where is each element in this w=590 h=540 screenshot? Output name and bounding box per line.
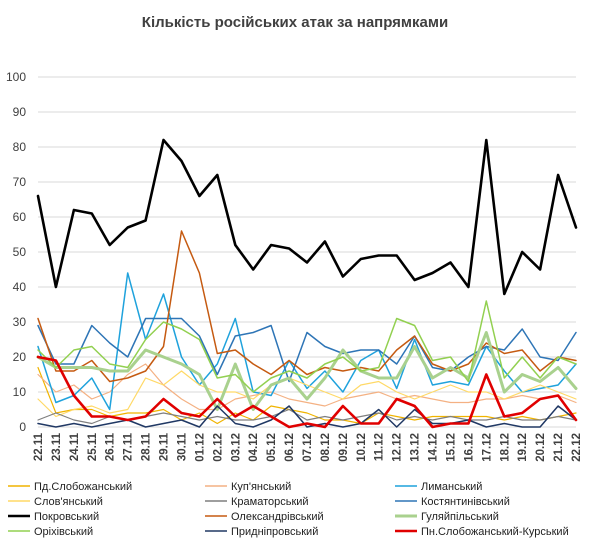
legend-label: Слов'янський — [34, 496, 103, 508]
y-tick-label: 80 — [13, 140, 27, 154]
x-tick-label: 05.12 — [266, 433, 278, 462]
legend-label: Олександрівський — [231, 511, 324, 523]
x-tick-label: 09.12 — [338, 433, 350, 462]
series-line-1 — [37, 363, 577, 411]
x-tick-label: 03.12 — [230, 433, 242, 462]
legend-label: Краматорський — [231, 496, 309, 508]
y-tick-label: 100 — [6, 70, 26, 84]
x-tick-label: 23.11 — [51, 432, 63, 461]
y-tick-label: 30 — [13, 315, 27, 329]
series-line-7 — [37, 230, 577, 383]
legend-label: Пн.Слобожанський-Курський — [421, 526, 569, 538]
series-line-8 — [36, 331, 578, 411]
y-tick-label: 90 — [13, 105, 27, 119]
x-tick-label: 22.11 — [33, 432, 45, 461]
series-line-3 — [37, 370, 577, 418]
y-tick-label: 60 — [13, 210, 27, 224]
chart-title: Кількість російських атак за напрямками — [142, 14, 448, 31]
x-tick-label: 02.12 — [212, 433, 224, 462]
x-tick-label: 27.11 — [123, 432, 135, 461]
x-tick-label: 17.12 — [481, 433, 493, 462]
series-lines — [36, 138, 578, 429]
series-line-0 — [37, 366, 577, 425]
x-tick-label: 07.12 — [302, 433, 314, 462]
x-tick-label: 08.12 — [320, 433, 332, 462]
legend-label: Лиманський — [421, 481, 482, 493]
legend-label: Гуляйпільський — [421, 511, 499, 523]
series-line-11 — [36, 355, 578, 429]
x-tick-label: 21.12 — [553, 433, 565, 462]
y-tick-label: 70 — [13, 175, 27, 189]
x-tick-label: 14.12 — [428, 433, 440, 462]
x-tick-label: 29.11 — [159, 432, 171, 461]
x-tick-label: 16.12 — [463, 433, 475, 462]
legend-label: Пд.Слобожанський — [34, 481, 132, 493]
series-line-6 — [36, 138, 578, 296]
y-tick-label: 0 — [19, 420, 26, 434]
x-tick-label: 25.11 — [87, 432, 99, 461]
x-tick-label: 15.12 — [445, 433, 457, 462]
y-axis-ticks: 0 10 20 30 40 50 60 70 80 90 100 — [6, 70, 26, 434]
y-tick-label: 50 — [13, 245, 27, 259]
legend-label: Куп'янський — [231, 481, 291, 493]
x-tick-label: 12.12 — [392, 433, 404, 462]
x-tick-label: 22.12 — [571, 433, 583, 462]
x-tick-label: 20.12 — [535, 433, 547, 462]
series-line-9 — [37, 300, 577, 393]
x-tick-label: 11.12 — [374, 433, 386, 461]
x-tick-label: 26.11 — [105, 432, 117, 461]
legend-label: Костянтинівський — [421, 496, 510, 508]
series-line-5 — [37, 317, 577, 383]
y-tick-label: 40 — [13, 280, 27, 294]
x-tick-label: 24.11 — [69, 432, 81, 461]
x-tick-label: 10.12 — [356, 433, 368, 462]
x-tick-label: 01.12 — [194, 433, 206, 462]
legend: Пд.Слобожанський Куп'янський Лиманський Сло… — [8, 481, 569, 538]
y-tick-label: 10 — [13, 385, 27, 399]
legend-label: Оріхівський — [34, 526, 93, 538]
x-tick-label: 19.12 — [517, 433, 529, 462]
x-tick-label: 30.11 — [176, 432, 188, 461]
legend-label: Придніпровський — [231, 526, 318, 538]
x-tick-label: 13.12 — [410, 433, 422, 462]
x-tick-label: 04.12 — [248, 433, 260, 462]
legend-label: Покровський — [34, 511, 99, 523]
x-tick-label: 06.12 — [284, 433, 296, 462]
x-axis-ticks: 22.11 23.11 24.11 25.11 26.11 27.11 28.11 29.11… — [33, 432, 583, 461]
x-tick-label: 28.11 — [141, 432, 153, 461]
x-tick-label: 18.12 — [499, 433, 511, 462]
y-tick-label: 20 — [13, 350, 27, 364]
